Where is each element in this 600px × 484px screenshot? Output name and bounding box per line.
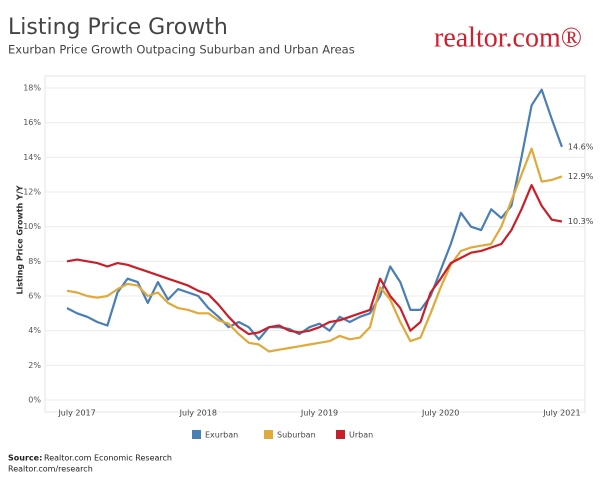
- y-tick-label: 2%: [28, 361, 41, 370]
- y-tick-label: 12%: [23, 188, 41, 197]
- source-label: Source:: [8, 454, 42, 463]
- y-axis-title: Listing Price Growth Y/Y: [16, 185, 25, 294]
- y-tick-label: 10%: [23, 222, 41, 231]
- value-label: 10.3%: [568, 217, 594, 226]
- source-url: Realtor.com/research: [8, 465, 93, 474]
- value-label: 12.9%: [568, 172, 594, 181]
- legend-label: Exurban: [205, 431, 238, 440]
- source: Realtor.com Economic Research: [44, 454, 172, 463]
- plot-frame: [44, 75, 586, 413]
- series-line: [66, 184, 563, 336]
- brand-logo: realtor.com®: [434, 22, 582, 53]
- y-tick-label: 16%: [23, 118, 41, 127]
- legend-label: Suburban: [277, 431, 316, 440]
- y-tick-label: 14%: [23, 153, 41, 162]
- y-tick-label: 8%: [28, 257, 41, 266]
- y-tick-label: 4%: [28, 326, 41, 335]
- x-tick-label: July 2021: [542, 409, 580, 418]
- legend-swatch: [264, 430, 273, 439]
- x-tick-label: July 2020: [421, 409, 459, 418]
- series-line: [66, 88, 563, 341]
- x-tick-label: July 2017: [57, 409, 95, 418]
- legend-swatch: [336, 430, 345, 439]
- y-tick-label: 18%: [23, 84, 41, 93]
- x-tick-label: July 2018: [179, 409, 217, 418]
- chart-title: Listing Price Growth: [8, 15, 228, 40]
- y-tick-label: 0%: [28, 396, 41, 405]
- y-tick-label: 6%: [28, 292, 41, 301]
- chart-subtitle: Exurban Price Growth Outpacing Suburban …: [8, 43, 355, 57]
- legend-swatch: [192, 430, 201, 439]
- series-line: [66, 147, 563, 353]
- x-tick-label: July 2019: [300, 409, 338, 418]
- value-label: 14.6%: [568, 142, 594, 151]
- legend-label: Urban: [349, 431, 373, 440]
